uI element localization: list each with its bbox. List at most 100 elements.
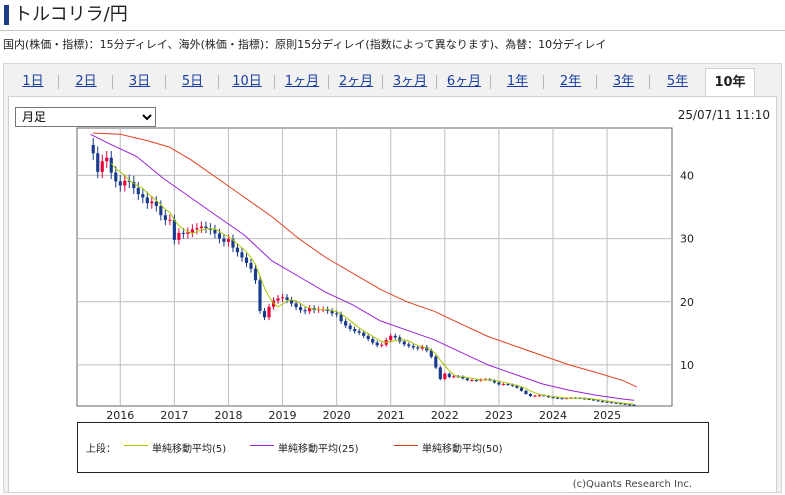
tab-7[interactable]: 2ヶ月: [338, 74, 374, 89]
candle-body: [533, 395, 537, 397]
tab-separator: [382, 75, 383, 89]
candle-body: [181, 232, 185, 234]
candle-body: [145, 197, 149, 204]
tab-6[interactable]: 1ヶ月: [284, 74, 320, 89]
x-tick-label: 2020: [323, 409, 351, 422]
candle-body: [429, 350, 433, 357]
candle-body: [136, 188, 140, 195]
tab-10[interactable]: 1年: [506, 74, 529, 89]
y-tick-label: 30: [680, 233, 694, 246]
candle-body: [285, 297, 289, 300]
candle-body: [172, 219, 176, 240]
timestamp: 25/07/11 11:10: [677, 108, 770, 122]
candle-body: [105, 157, 109, 162]
candle-body: [213, 229, 217, 234]
tab-8[interactable]: 3ヶ月: [392, 74, 428, 89]
x-tick-label: 2018: [214, 409, 242, 422]
legend-label-sma25: 単純移動平均(25): [278, 444, 359, 455]
sma25-line: [90, 133, 635, 401]
candle-body: [280, 297, 285, 299]
candle-body: [96, 153, 100, 172]
y-tick-label: 20: [680, 296, 694, 309]
period-tabs: 1日 2日 3日 5日 10日 1ヶ月 2ヶ月 3ヶ月 6ヶ月 1年 2年 3年 5年 10年: [7, 68, 775, 96]
candle-body: [564, 398, 569, 400]
tab-9[interactable]: 6ヶ月: [446, 74, 482, 89]
x-tick-label: 2022: [431, 409, 459, 422]
candle-body: [208, 228, 213, 230]
x-tick-label: 2021: [377, 409, 405, 422]
tab-1[interactable]: 1日: [22, 74, 44, 89]
candle-body: [515, 385, 519, 388]
candle-body: [371, 339, 375, 343]
y-tick-label: 40: [680, 169, 694, 182]
tab-12[interactable]: 3年: [612, 74, 635, 89]
tab-separator: [274, 75, 275, 89]
candle-body: [357, 331, 361, 333]
candle-body: [497, 382, 501, 385]
candle-body: [262, 310, 267, 318]
x-tick-label: 2017: [160, 409, 188, 422]
legend: 上段： 単純移動平均(5) 単純移動平均(25) 単純移動平均(50): [77, 422, 709, 473]
candle-body: [501, 383, 505, 385]
x-tick-label: 2019: [269, 409, 297, 422]
candle-body: [587, 398, 591, 400]
tab-separator: [165, 75, 166, 89]
candle-body: [163, 215, 167, 221]
legend-label-sma50: 単純移動平均(50): [422, 444, 503, 455]
candle-body: [132, 181, 136, 189]
tab-11[interactable]: 2年: [559, 74, 582, 89]
candle-body: [298, 307, 303, 311]
candle-body: [375, 342, 379, 346]
candle-body: [127, 180, 131, 182]
candle-body: [591, 399, 596, 401]
candle-body: [470, 380, 474, 382]
tab-3[interactable]: 3日: [128, 74, 151, 89]
candle-body: [528, 393, 533, 397]
candle-body: [443, 373, 447, 380]
candle-body: [353, 328, 357, 332]
candle-body: [199, 226, 203, 229]
tab-14[interactable]: 10年: [705, 68, 755, 96]
candle-body: [244, 257, 249, 263]
candle-body: [411, 345, 415, 348]
candle-body: [380, 344, 384, 346]
candle-body: [109, 157, 113, 173]
candle-body: [465, 378, 469, 381]
tab-2[interactable]: 2日: [75, 74, 97, 89]
candle-body: [123, 180, 127, 186]
x-tick-label: 2016: [106, 409, 134, 422]
candle-body: [226, 239, 231, 242]
tab-separator: [490, 75, 491, 89]
tab-separator: [649, 75, 650, 89]
candle-body: [474, 380, 478, 382]
candle-body: [308, 308, 312, 312]
tab-separator: [543, 75, 544, 89]
period-select[interactable]: 月足: [15, 107, 156, 127]
tab-separator: [112, 75, 113, 89]
legend-label-sma5: 単純移動平均(5): [152, 444, 227, 455]
candle-body: [619, 403, 623, 405]
candle-body: [524, 390, 528, 394]
candle-body: [267, 306, 271, 318]
candle-body: [425, 346, 429, 351]
candle-body: [168, 219, 172, 221]
candle-body: [402, 341, 406, 345]
tab-4[interactable]: 5日: [181, 74, 204, 89]
page-title: トルコリラ/円: [14, 4, 128, 25]
x-tick-label: 2024: [539, 409, 567, 422]
candle-body: [555, 397, 560, 399]
candle-body: [100, 161, 104, 172]
candle-body: [506, 383, 510, 385]
candle-body: [546, 395, 551, 398]
legend-line-sma5: [124, 445, 148, 446]
candle-body: [249, 262, 253, 269]
candle-body: [601, 401, 605, 403]
tab-5[interactable]: 10日: [232, 74, 262, 89]
tab-13[interactable]: 5年: [666, 74, 689, 89]
candle-body: [344, 321, 348, 326]
tab-separator: [436, 75, 437, 89]
copyright-credit: (c)Quants Research Inc.: [572, 479, 692, 490]
candle-body: [407, 344, 411, 346]
candle-body: [389, 335, 393, 341]
